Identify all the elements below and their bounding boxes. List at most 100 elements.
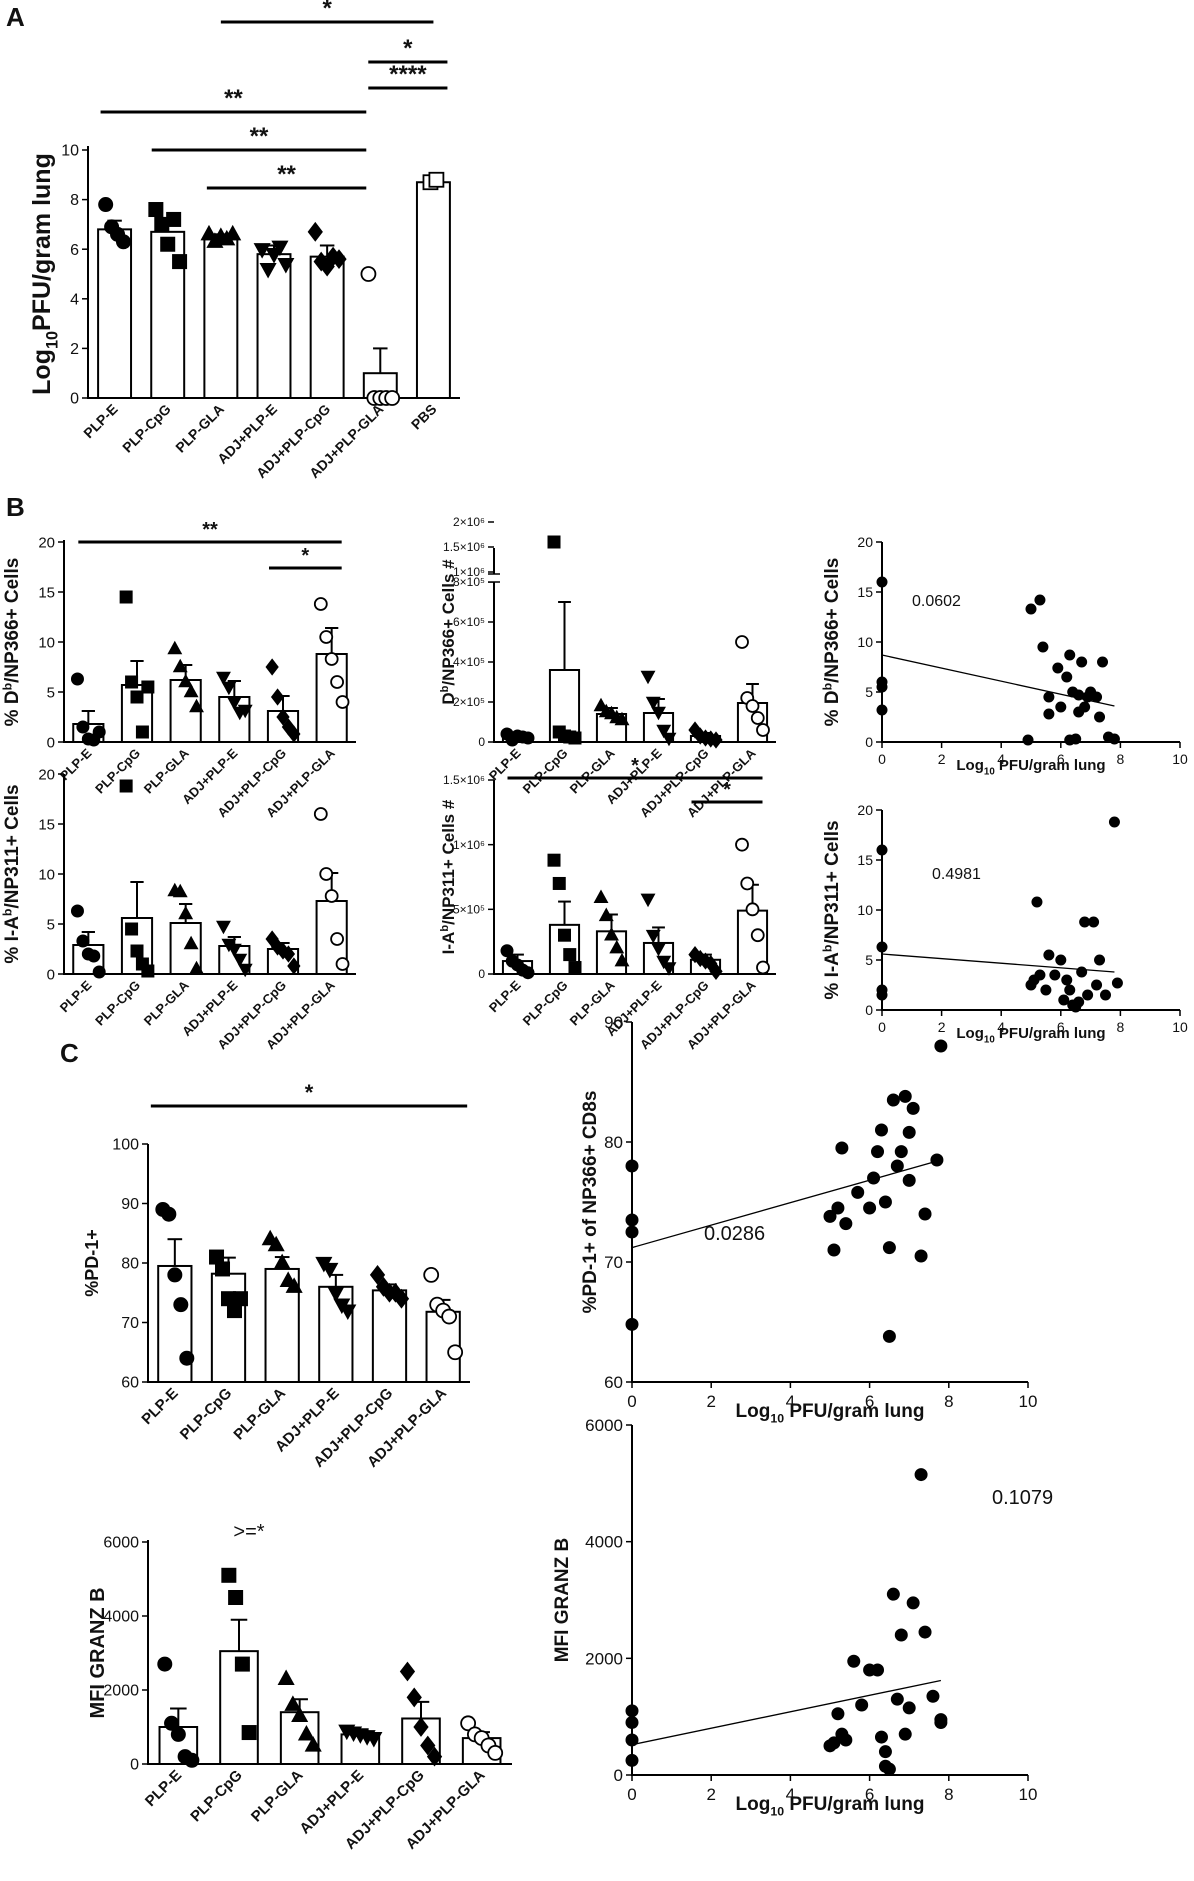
data-point bbox=[92, 725, 106, 739]
scatter-point bbox=[1061, 671, 1073, 683]
data-point bbox=[76, 934, 90, 948]
scatter-point bbox=[876, 989, 888, 1001]
y-tick-label: 0 bbox=[865, 1002, 873, 1018]
category-label: PLP-CpG bbox=[520, 978, 571, 1029]
scatter-point bbox=[876, 681, 888, 693]
scatter-point bbox=[625, 1716, 639, 1729]
y-axis-label: Log10PFU/gram lung bbox=[28, 153, 62, 395]
x-tick-label: 0 bbox=[627, 1392, 636, 1411]
y-tick-label: 15 bbox=[857, 852, 873, 868]
data-point bbox=[228, 1590, 244, 1605]
data-point bbox=[406, 1687, 422, 1708]
scatter-point bbox=[898, 1727, 912, 1741]
data-point bbox=[216, 671, 231, 686]
category-label: PLP-CpG bbox=[119, 401, 174, 456]
data-point bbox=[284, 1695, 302, 1711]
scatter-point bbox=[625, 1225, 639, 1239]
y-tick-label: 10 bbox=[38, 634, 55, 651]
x-tick-label: 8 bbox=[1117, 751, 1125, 767]
scatter-point bbox=[930, 1153, 944, 1167]
y-tick-label: 20 bbox=[857, 534, 873, 550]
data-point bbox=[304, 1736, 322, 1752]
data-point bbox=[70, 904, 84, 918]
scatter-point bbox=[867, 1171, 881, 1185]
data-point bbox=[460, 1715, 477, 1732]
data-point bbox=[184, 1752, 200, 1768]
category-label: PLP-GLA bbox=[172, 401, 227, 456]
scatter-point bbox=[1082, 989, 1094, 1001]
scatter-point bbox=[625, 1704, 639, 1718]
scatter-point bbox=[874, 1123, 888, 1137]
scatter-point bbox=[890, 1692, 904, 1706]
data-point bbox=[547, 853, 561, 867]
data-point bbox=[164, 1715, 180, 1731]
x-tick-label: 6 bbox=[1057, 751, 1065, 767]
data-point bbox=[327, 1286, 345, 1303]
panel-label-a: A bbox=[6, 2, 25, 32]
data-point bbox=[521, 731, 535, 745]
data-point bbox=[547, 535, 561, 549]
y-tick-label: 20 bbox=[38, 766, 55, 783]
y-tick-label: 0 bbox=[47, 734, 55, 751]
data-point bbox=[276, 708, 290, 726]
scatter-point bbox=[934, 1039, 948, 1053]
scatter-point bbox=[926, 1689, 940, 1703]
category-label: PLP-CpG bbox=[177, 1385, 236, 1444]
data-point bbox=[750, 928, 765, 943]
scatter-point bbox=[1079, 701, 1091, 713]
y-tick-label: 10 bbox=[61, 143, 79, 160]
scatter-point bbox=[839, 1217, 853, 1231]
data-point bbox=[281, 945, 296, 963]
scatter-point bbox=[831, 1707, 845, 1721]
data-point bbox=[568, 731, 582, 745]
y-tick-label: 6000 bbox=[585, 1416, 623, 1435]
data-point bbox=[331, 249, 347, 270]
data-point bbox=[179, 1350, 195, 1366]
y-tick-label: 70 bbox=[604, 1253, 623, 1272]
scatter-point bbox=[906, 1596, 920, 1610]
scatter-point bbox=[914, 1249, 928, 1263]
chart-c3: 0 2000 4000 6000 MFI GRANZ B PLP-E PLP-CpG PLP-… bbox=[87, 1521, 512, 1853]
chart-b6: 0 5 10 15 20 0 2 4 6 8 10 0.4981 Log10 PFU/gram lung… bbox=[820, 802, 1188, 1046]
y-axis-label: MFI GRANZ B bbox=[552, 1538, 573, 1663]
x-tick-label: 0 bbox=[878, 1019, 886, 1035]
y-tick-label: 8×10⁵ bbox=[453, 575, 485, 589]
data-point bbox=[226, 696, 242, 711]
scatter-point bbox=[871, 1145, 885, 1159]
scatter-point bbox=[625, 1753, 639, 1767]
data-point bbox=[598, 907, 614, 922]
scatter-point bbox=[835, 1141, 849, 1155]
scatter-point bbox=[934, 1716, 948, 1729]
data-point bbox=[232, 953, 248, 968]
y-tick-label: 5 bbox=[47, 684, 55, 701]
scatter-point bbox=[882, 1762, 896, 1776]
significance-label: * bbox=[301, 545, 309, 567]
data-point bbox=[640, 670, 656, 685]
scatter-point bbox=[1034, 594, 1046, 606]
scatter-point bbox=[1022, 734, 1034, 746]
data-point bbox=[234, 1656, 250, 1672]
data-point bbox=[709, 731, 723, 749]
scatter-point bbox=[876, 941, 888, 953]
data-point bbox=[161, 1206, 177, 1222]
scatter-point bbox=[1064, 984, 1076, 996]
scatter-point bbox=[1111, 977, 1123, 989]
data-point bbox=[265, 658, 279, 676]
data-point bbox=[369, 1264, 386, 1285]
x-tick-label: 8 bbox=[944, 1392, 953, 1411]
data-point bbox=[387, 1282, 404, 1303]
data-point bbox=[172, 658, 188, 673]
scatter-point bbox=[914, 1468, 928, 1482]
y-tick-label: 60 bbox=[604, 1373, 623, 1392]
data-point bbox=[271, 240, 289, 257]
data-point bbox=[661, 732, 677, 747]
chart-c2: 60 70 80 90 0 2 4 6 8 10 0.0286 Log10 PFU/gram lung… bbox=[580, 1013, 1037, 1426]
significance-label: ** bbox=[277, 161, 296, 188]
scatter-point bbox=[1028, 974, 1040, 986]
scatter-point bbox=[1094, 954, 1106, 966]
data-point bbox=[393, 1288, 410, 1309]
significance-label: ** bbox=[224, 85, 243, 112]
bar bbox=[97, 228, 133, 399]
chart-c1: 60708090100%PD-1+PLP-EPLP-CpGPLP-GLAADJ+… bbox=[82, 1080, 470, 1471]
